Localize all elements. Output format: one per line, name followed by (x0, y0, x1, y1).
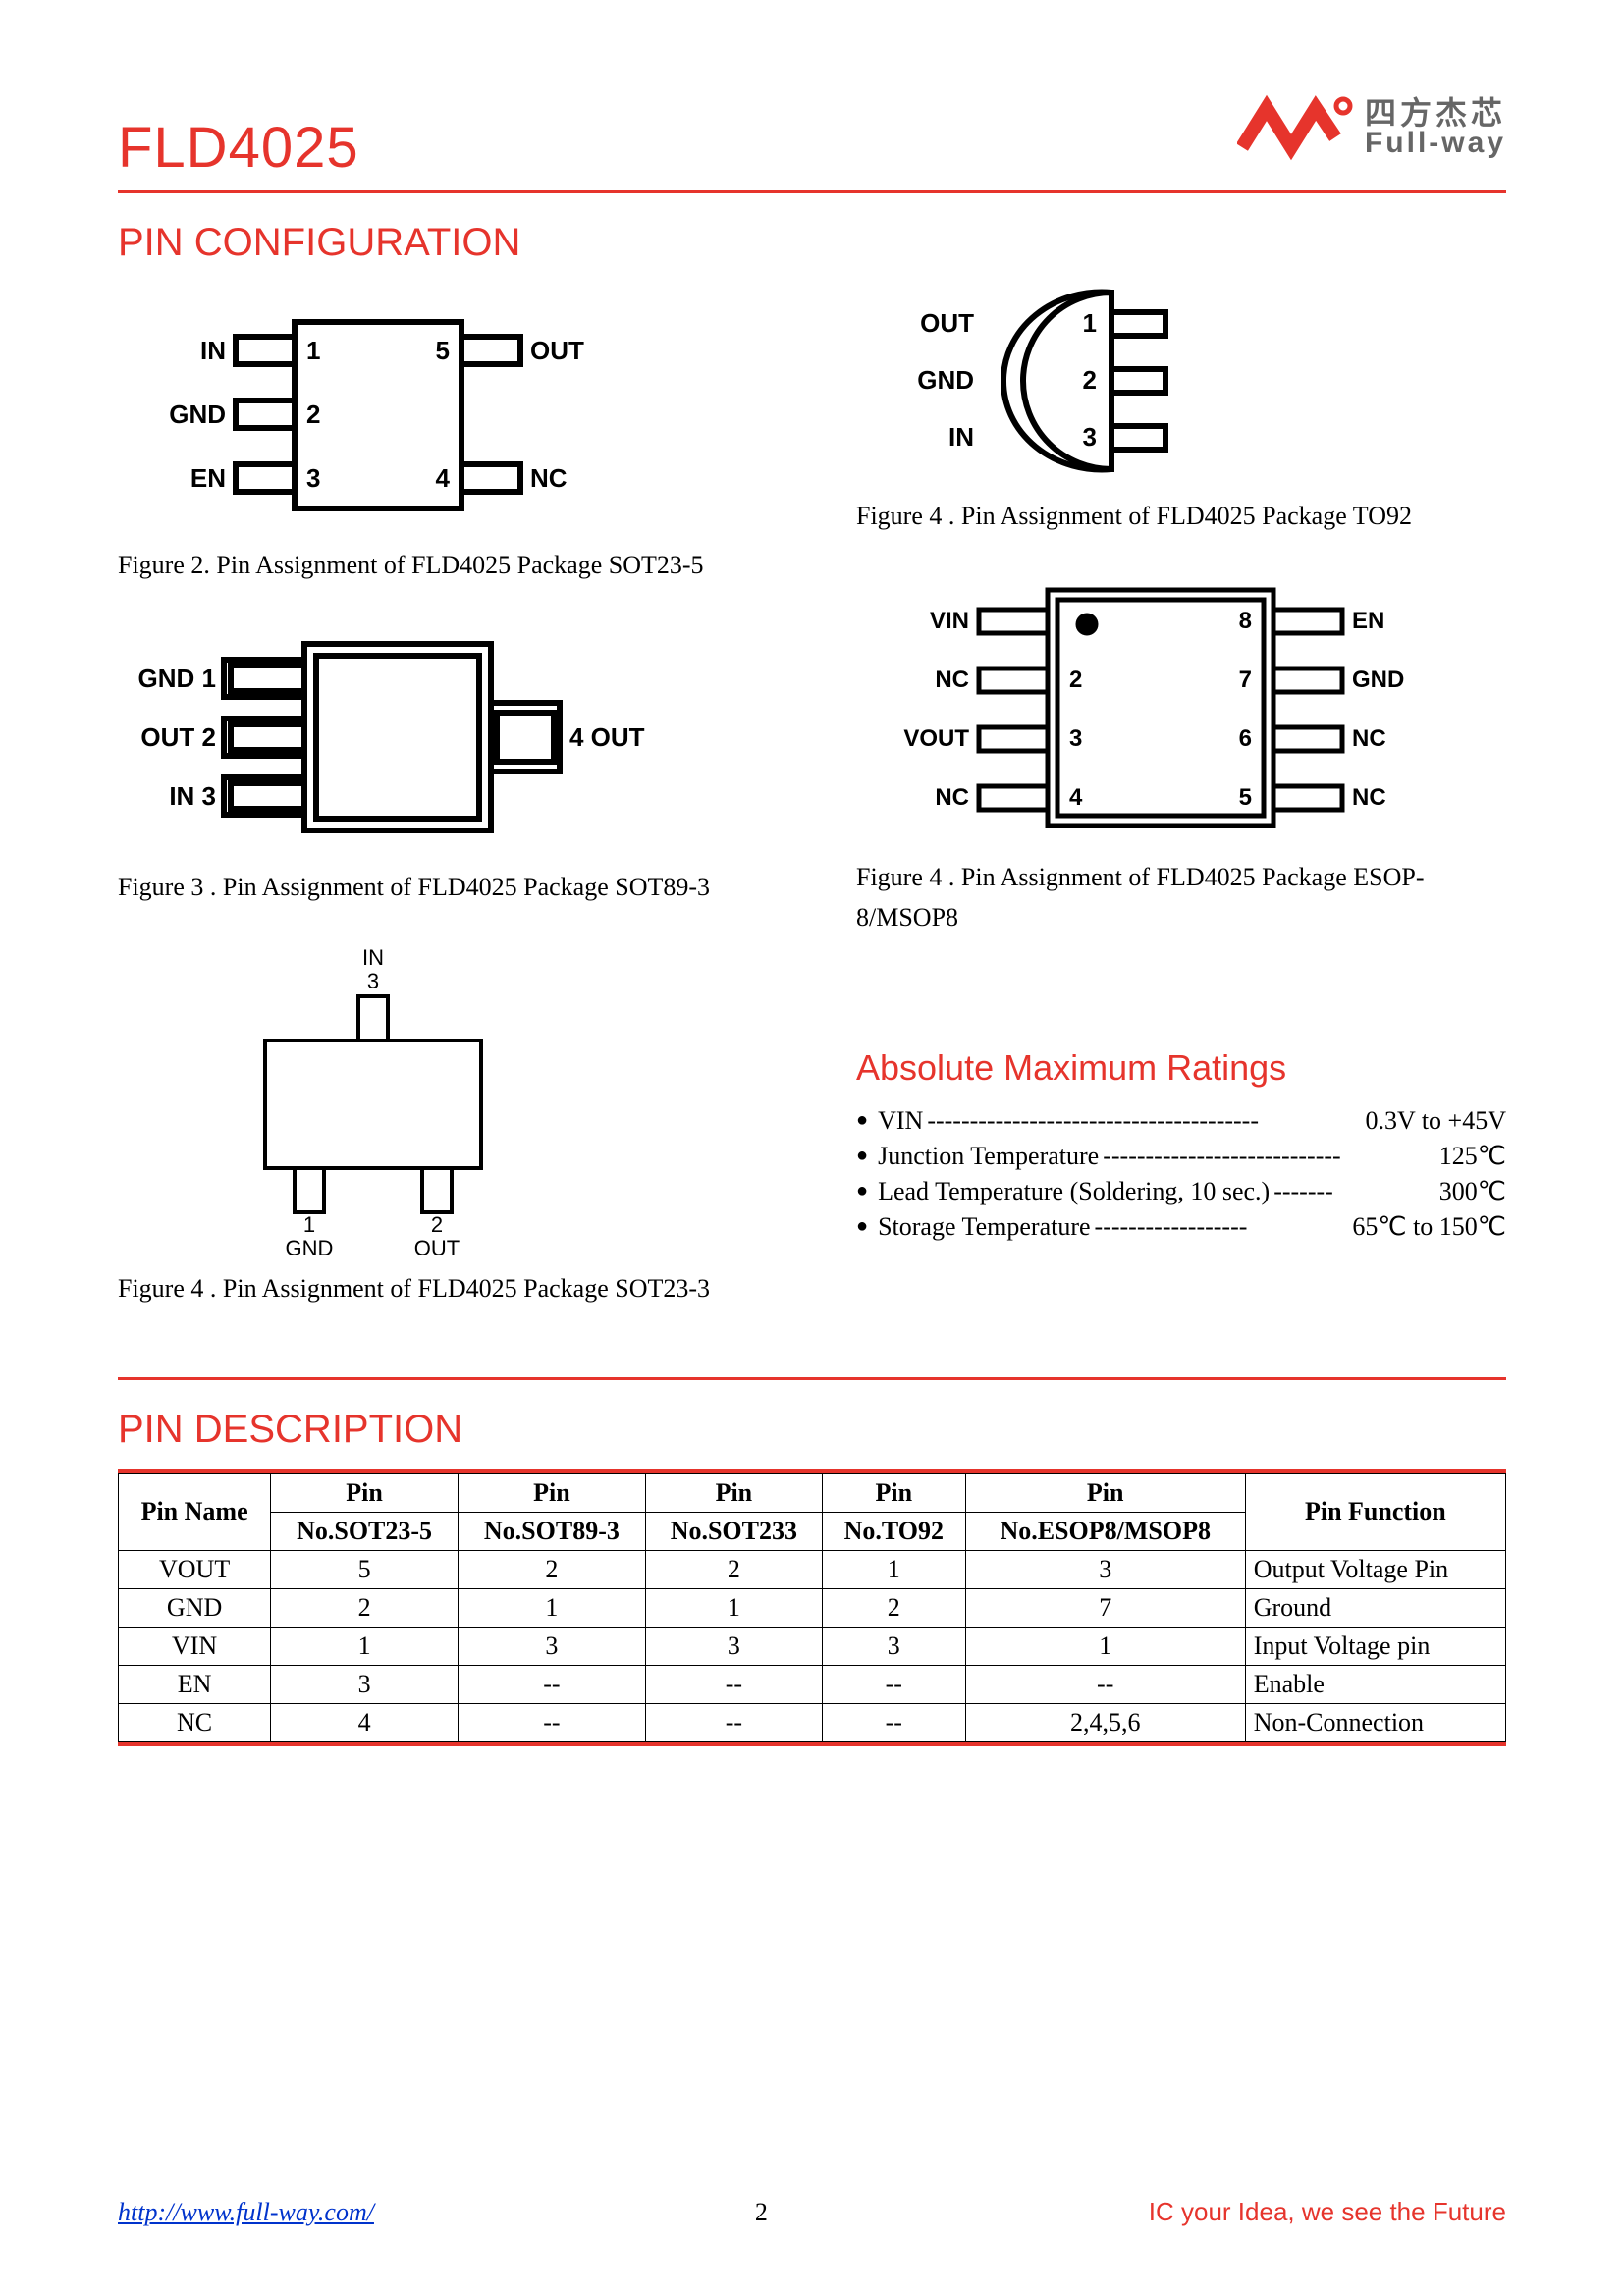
svg-text:6: 6 (1239, 725, 1252, 752)
pindesc-table-wrap: Pin Name Pin Pin Pin Pin Pin Pin Functio… (118, 1469, 1506, 1746)
svg-text:GND: GND (917, 365, 974, 395)
page-number: 2 (755, 2198, 768, 2227)
svg-text:2: 2 (1083, 365, 1097, 395)
logo-text-en: Full-way (1365, 129, 1506, 158)
svg-text:IN: IN (948, 422, 974, 452)
svg-text:7: 7 (1239, 667, 1252, 693)
svg-text:NC: NC (530, 463, 568, 493)
svg-text:GND: GND (286, 1236, 334, 1260)
figcap-sot23-3: Figure 4 . Pin Assignment of FLD4025 Pac… (118, 1269, 768, 1308)
svg-text:4 OUT: 4 OUT (569, 722, 645, 752)
svg-text:4: 4 (1069, 784, 1083, 811)
svg-text:EN: EN (190, 463, 226, 493)
svg-text:1: 1 (1083, 308, 1097, 338)
logo-text-cn: 四方杰芯 (1365, 97, 1506, 129)
pkg-sot89-3-diagram: GND 1 OUT 2 IN 3 4 OUT (118, 614, 668, 860)
page-footer: http://www.full-way.com/ 2 IC your Idea,… (118, 2197, 1506, 2227)
pkg-sot23-3-diagram: IN 3 1 GND 2 OUT (196, 937, 550, 1261)
svg-text:VIN: VIN (930, 608, 969, 634)
footer-slogan: IC your Idea, we see the Future (1149, 2197, 1506, 2227)
brand-logo: 四方杰芯 Full-way (1237, 88, 1506, 167)
svg-text:OUT: OUT (414, 1236, 460, 1260)
footer-url-link[interactable]: http://www.full-way.com/ (118, 2198, 374, 2227)
pkg-esop8-diagram: VIN 2 NC 3 VOUT 4 NC 8 EN 7 GND 6 NC 5 NC (856, 565, 1465, 850)
svg-text:GND: GND (169, 400, 226, 429)
col-pinfunction: Pin Function (1245, 1473, 1505, 1550)
header-divider (118, 190, 1506, 193)
ratings-list: VIN-------------------------------------… (856, 1106, 1506, 1242)
svg-text:2: 2 (306, 400, 320, 429)
table-row: VIN13331Input Voltage pin (119, 1627, 1506, 1665)
section-title-ratings: Absolute Maximum Ratings (856, 1047, 1506, 1089)
svg-text:VOUT: VOUT (903, 725, 969, 752)
svg-text:3: 3 (1083, 422, 1097, 452)
svg-text:2: 2 (431, 1212, 443, 1237)
svg-text:GND: GND (1352, 667, 1404, 693)
logo-mark-icon (1237, 88, 1355, 167)
table-row: GND21127Ground (119, 1588, 1506, 1627)
svg-text:OUT: OUT (920, 308, 974, 338)
section-title-pinconfig: PIN CONFIGURATION (118, 221, 1506, 265)
rating-item: Storage Temperature------------------65℃… (856, 1212, 1506, 1242)
svg-text:OUT: OUT (530, 336, 584, 365)
table-header-row: Pin Name Pin Pin Pin Pin Pin Pin Functio… (119, 1473, 1506, 1512)
svg-text:4: 4 (436, 463, 451, 493)
pinconfig-grid: 1 IN 2 GND 3 EN 5 OUT 4 NC Figure 2. Pin Assi… (118, 283, 1506, 1338)
section-title-pindesc: PIN DESCRIPTION (118, 1408, 1506, 1452)
col-pinname: Pin Name (119, 1473, 271, 1550)
rating-item: VIN-------------------------------------… (856, 1106, 1506, 1136)
table-row: EN3--------Enable (119, 1665, 1506, 1703)
section-divider (118, 1377, 1506, 1380)
svg-text:IN: IN (362, 945, 384, 970)
part-number: FLD4025 (118, 115, 359, 181)
svg-text:3: 3 (306, 463, 320, 493)
pkg-to92-diagram: 1 OUT 2 GND 3 IN (856, 273, 1269, 489)
figcap-sot89-3: Figure 3 . Pin Assignment of FLD4025 Pac… (118, 868, 768, 907)
svg-text:8: 8 (1239, 608, 1252, 634)
svg-text:3: 3 (1069, 725, 1082, 752)
svg-text:1: 1 (306, 336, 320, 365)
rating-item: Lead Temperature (Soldering, 10 sec.) --… (856, 1177, 1506, 1206)
svg-text:3: 3 (367, 969, 379, 993)
figcap-sot23-5: Figure 2. Pin Assignment of FLD4025 Pack… (118, 546, 768, 585)
pinconfig-right-col: 1 OUT 2 GND 3 IN Figure 4 . Pin Assignment … (856, 283, 1506, 1338)
svg-text:2: 2 (1069, 667, 1082, 693)
page-header: FLD4025 四方杰芯 Full-way (118, 88, 1506, 181)
table-row: NC4------2,4,5,6Non-Connection (119, 1703, 1506, 1741)
svg-text:NC: NC (1352, 725, 1386, 752)
svg-text:NC: NC (935, 784, 969, 811)
svg-text:NC: NC (935, 667, 969, 693)
svg-text:5: 5 (436, 336, 450, 365)
svg-text:NC: NC (1352, 784, 1386, 811)
svg-text:GND 1: GND 1 (138, 664, 216, 693)
pindesc-table: Pin Name Pin Pin Pin Pin Pin Pin Functio… (118, 1473, 1506, 1742)
pkg-sot23-5-diagram: 1 IN 2 GND 3 EN 5 OUT 4 NC (118, 283, 609, 538)
pinconfig-left-col: 1 IN 2 GND 3 EN 5 OUT 4 NC Figure 2. Pin Assi… (118, 283, 768, 1338)
svg-text:5: 5 (1239, 784, 1252, 811)
rating-item: Junction Temperature -------------------… (856, 1142, 1506, 1171)
table-row: VOUT52213Output Voltage Pin (119, 1550, 1506, 1588)
figcap-esop8: Figure 4 . Pin Assignment of FLD4025 Pac… (856, 858, 1506, 937)
svg-text:IN: IN (200, 336, 226, 365)
figcap-to92: Figure 4 . Pin Assignment of FLD4025 Pac… (856, 497, 1506, 536)
svg-text:OUT 2: OUT 2 (140, 722, 216, 752)
svg-text:1: 1 (303, 1212, 315, 1237)
svg-text:EN: EN (1352, 608, 1384, 634)
svg-text:IN 3: IN 3 (169, 781, 216, 811)
